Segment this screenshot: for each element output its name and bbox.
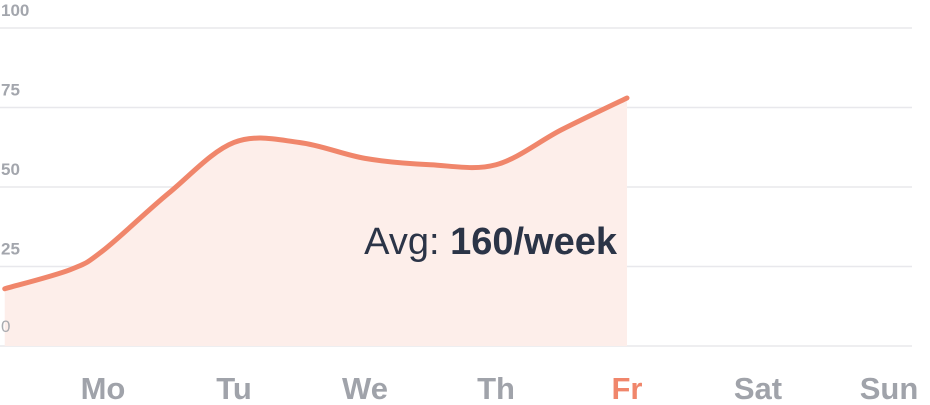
x-tick-label: Mo (81, 371, 126, 405)
x-tick-label: Fr (612, 371, 643, 405)
y-tick-label: 50 (1, 160, 20, 179)
average-value: 160/week (450, 221, 618, 263)
series-area (4, 97, 627, 347)
x-axis-ticks: Mo Tu We Th Fr Sat Sun (81, 371, 919, 405)
y-tick-label: 75 (1, 81, 20, 100)
average-prefix: Avg: (364, 221, 450, 263)
y-tick-label: 0 (1, 317, 10, 336)
y-axis-ticks: 0 25 50 75 100 (1, 1, 29, 336)
x-tick-label: Tu (216, 371, 252, 405)
x-tick-label: We (342, 371, 388, 405)
y-tick-label: 100 (1, 1, 29, 20)
y-tick-label: 25 (1, 240, 20, 259)
average-annotation: Avg: 160/week (364, 221, 618, 263)
x-tick-label: Sat (734, 371, 782, 405)
x-tick-label: Sun (860, 371, 919, 405)
series-line (2, 95, 630, 292)
x-tick-label: Th (477, 371, 515, 405)
